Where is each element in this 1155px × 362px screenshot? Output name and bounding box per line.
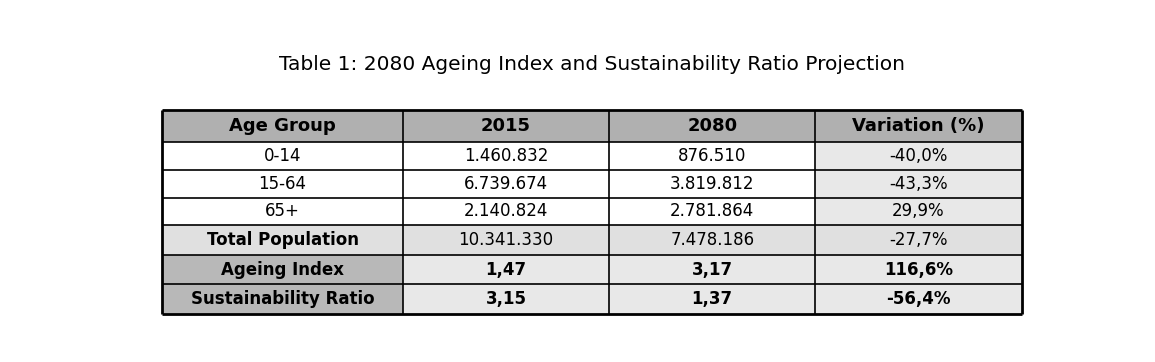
Bar	[162, 110, 403, 142]
Bar	[403, 255, 609, 284]
Bar	[403, 170, 609, 198]
Text: 1,37: 1,37	[692, 290, 732, 308]
Text: 2080: 2080	[687, 117, 737, 135]
Text: 6.739.674: 6.739.674	[464, 175, 549, 193]
Text: 0-14: 0-14	[263, 147, 301, 165]
Text: -27,7%: -27,7%	[889, 231, 948, 249]
Text: 876.510: 876.510	[678, 147, 746, 165]
Bar	[403, 284, 609, 314]
Text: Total Population: Total Population	[207, 231, 358, 249]
Text: Sustainability Ratio: Sustainability Ratio	[191, 290, 374, 308]
Text: -40,0%: -40,0%	[889, 147, 947, 165]
Bar	[403, 225, 609, 255]
Bar	[403, 198, 609, 225]
Bar	[162, 198, 403, 225]
Bar	[815, 110, 1021, 142]
Text: 65+: 65+	[266, 202, 300, 220]
Text: Variation (%): Variation (%)	[852, 117, 985, 135]
Text: -56,4%: -56,4%	[886, 290, 951, 308]
Text: 3,17: 3,17	[692, 261, 732, 278]
Bar	[609, 198, 815, 225]
Bar	[403, 110, 609, 142]
Bar	[609, 170, 815, 198]
Bar	[815, 225, 1021, 255]
Bar	[815, 255, 1021, 284]
Bar	[162, 255, 403, 284]
Text: 1,47: 1,47	[485, 261, 527, 278]
Bar	[162, 284, 403, 314]
Bar	[162, 142, 403, 170]
Text: 15-64: 15-64	[259, 175, 306, 193]
Bar	[609, 142, 815, 170]
Text: 2015: 2015	[480, 117, 531, 135]
Text: -43,3%: -43,3%	[889, 175, 948, 193]
Bar	[609, 255, 815, 284]
Bar	[609, 225, 815, 255]
Text: 3,15: 3,15	[485, 290, 527, 308]
Text: 29,9%: 29,9%	[892, 202, 945, 220]
Bar	[815, 142, 1021, 170]
Text: 10.341.330: 10.341.330	[459, 231, 553, 249]
Bar	[403, 142, 609, 170]
Text: 2.140.824: 2.140.824	[464, 202, 549, 220]
Bar	[609, 284, 815, 314]
Text: 116,6%: 116,6%	[884, 261, 953, 278]
Bar	[815, 170, 1021, 198]
Text: 2.781.864: 2.781.864	[670, 202, 754, 220]
Text: 3.819.812: 3.819.812	[670, 175, 754, 193]
Text: 7.478.186: 7.478.186	[670, 231, 754, 249]
Text: Table 1: 2080 Ageing Index and Sustainability Ratio Projection: Table 1: 2080 Ageing Index and Sustainab…	[280, 55, 904, 73]
Bar	[815, 198, 1021, 225]
Bar	[162, 225, 403, 255]
Bar	[609, 110, 815, 142]
Text: Ageing Index: Ageing Index	[221, 261, 344, 278]
Text: Age Group: Age Group	[229, 117, 336, 135]
Bar	[815, 284, 1021, 314]
Text: 1.460.832: 1.460.832	[464, 147, 549, 165]
Bar	[162, 170, 403, 198]
